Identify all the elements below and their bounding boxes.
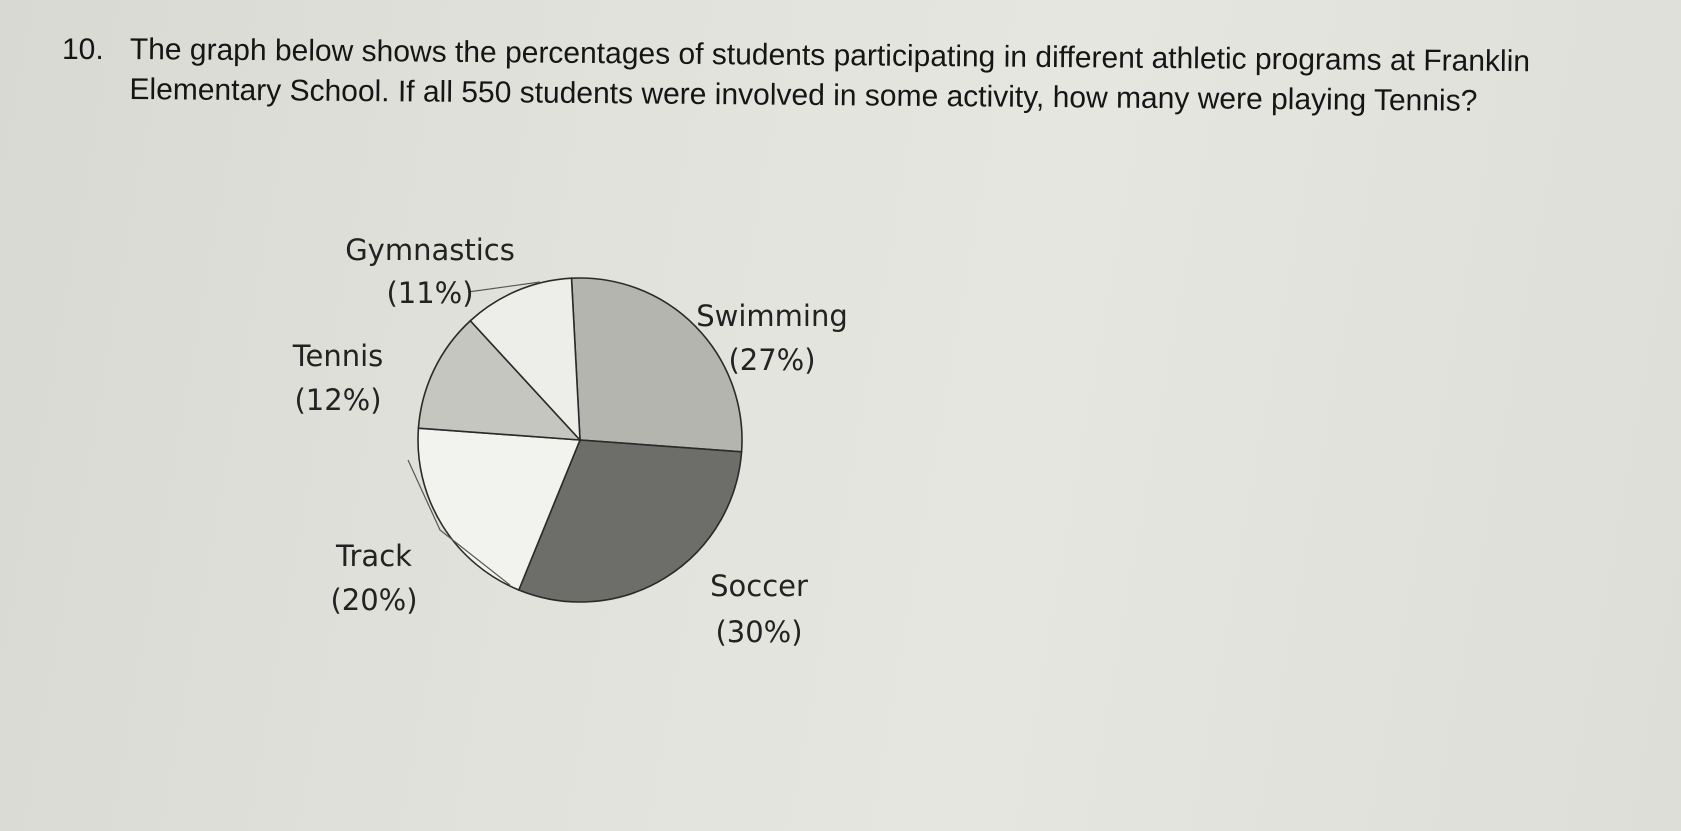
slice-percent-soccer: (30%) xyxy=(715,615,802,649)
pie-slices xyxy=(417,277,743,603)
pie-slice-swimming xyxy=(570,277,743,453)
pie-labels: Swimming (27%) Soccer (30%) Track (20%) Tennis… xyxy=(292,233,848,649)
slice-percent-track: (20%) xyxy=(330,583,417,617)
leader-line-track xyxy=(407,459,511,586)
slice-label-swimming: Swimming xyxy=(696,299,848,333)
slice-label-gymnastics: Gymnastics xyxy=(345,233,515,267)
slice-percent-tennis: (12%) xyxy=(294,383,381,417)
question-number: 10. xyxy=(62,33,104,66)
slice-label-tennis: Tennis xyxy=(292,339,384,373)
pie-slice-gymnastics xyxy=(469,277,581,443)
label-leader-lines xyxy=(407,281,541,586)
pie-slice-soccer xyxy=(517,439,743,603)
pie-slice-track xyxy=(417,427,582,592)
slice-label-track: Track xyxy=(335,539,412,573)
slice-label-soccer: Soccer xyxy=(710,569,808,603)
slice-percent-swimming: (27%) xyxy=(728,343,815,377)
slice-percent-gymnastics: (11%) xyxy=(386,276,473,310)
pie-slice-tennis xyxy=(417,319,582,441)
leader-line-gymnastics xyxy=(467,281,541,293)
